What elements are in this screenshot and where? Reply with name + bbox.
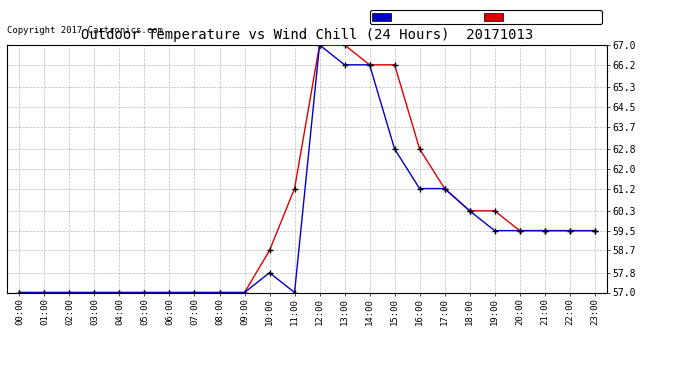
- Title: Outdoor Temperature vs Wind Chill (24 Hours)  20171013: Outdoor Temperature vs Wind Chill (24 Ho…: [81, 28, 533, 42]
- Text: Copyright 2017 Cartronics.com: Copyright 2017 Cartronics.com: [7, 26, 163, 35]
- Legend: Wind Chill (°F), Temperature (°F): Wind Chill (°F), Temperature (°F): [370, 10, 602, 24]
